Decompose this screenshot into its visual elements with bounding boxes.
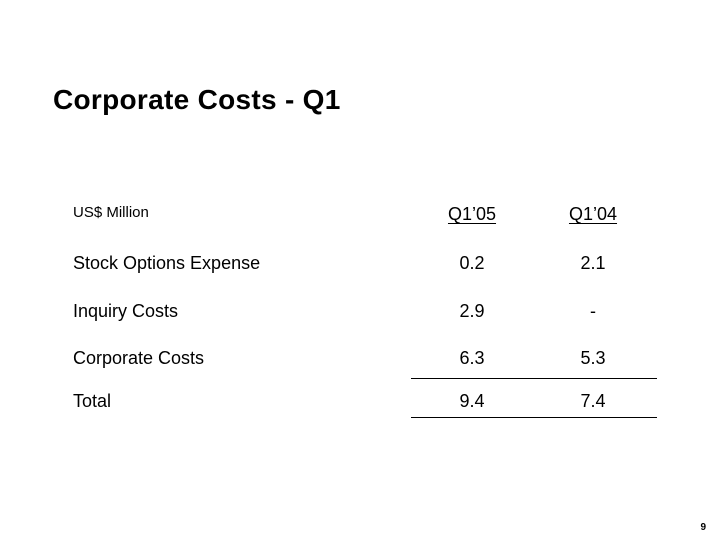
subtotal-rule <box>411 378 657 379</box>
row-label: Inquiry Costs <box>73 301 179 321</box>
row-label: Corporate Costs <box>73 348 205 368</box>
row-label: Stock Options Expense <box>73 253 261 273</box>
cell-q1-05: 0.2 <box>459 253 485 273</box>
row-label: Total <box>73 391 112 411</box>
column-header-q1-04: Q1’04 <box>568 204 618 224</box>
cell-q1-05: 2.9 <box>459 301 485 321</box>
cell-q1-05: 6.3 <box>459 348 485 368</box>
cell-q1-04: 2.1 <box>580 253 606 273</box>
cell-q1-05: 9.4 <box>459 391 485 411</box>
column-header-q1-05: Q1’05 <box>447 204 497 224</box>
slide-title: Corporate Costs - Q1 <box>53 84 341 115</box>
cell-q1-04: 7.4 <box>580 391 606 411</box>
total-rule <box>411 417 657 418</box>
cell-q1-04: - <box>590 301 596 321</box>
cell-q1-04: 5.3 <box>580 348 606 368</box>
unit-label: US$ Million <box>73 204 149 221</box>
page-number: 9 <box>700 522 706 533</box>
